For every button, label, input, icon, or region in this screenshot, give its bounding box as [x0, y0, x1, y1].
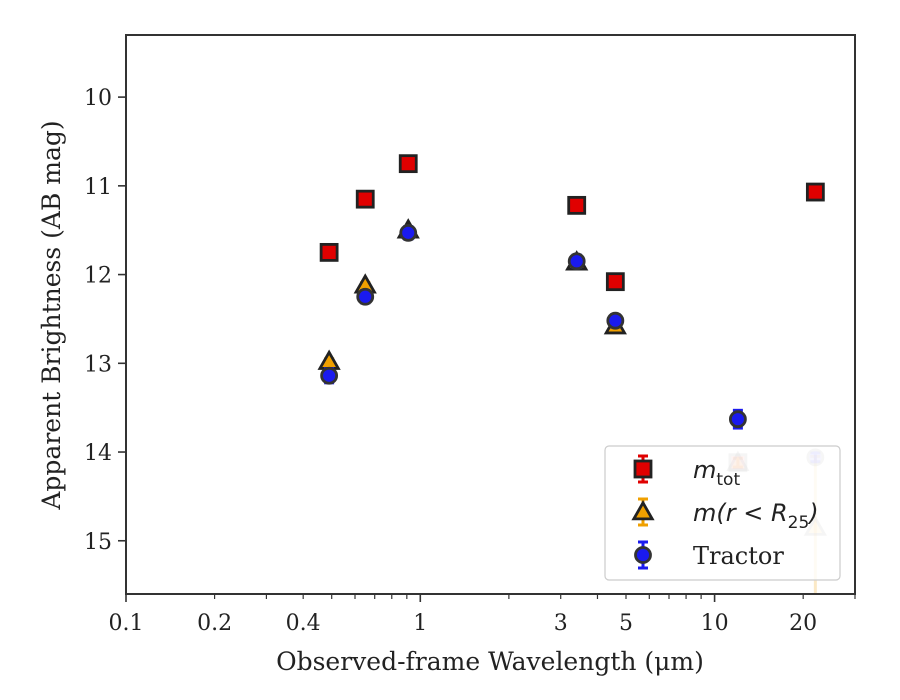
x-axis: 0.1 0.2 0.4 1 3 5 10 20	[109, 594, 856, 636]
legend-marker-triangle	[631, 499, 655, 521]
x-tick-label: 5	[619, 611, 633, 636]
series-square	[319, 154, 825, 473]
y-tick-label: 12	[84, 264, 112, 289]
y-axis-title: Apparent Brightness (AB mag)	[37, 120, 66, 510]
legend: mtot m(r < R25) Tractor	[604, 445, 841, 581]
legend-label: mtot	[693, 456, 740, 490]
x-tick-label: 1	[413, 611, 427, 636]
data-point-square	[805, 182, 825, 202]
legend-label: Tractor	[693, 542, 784, 570]
data-point-square	[355, 189, 375, 209]
x-tick-label: 0.1	[109, 611, 144, 636]
legend-box	[604, 445, 841, 581]
data-point-circle	[399, 223, 418, 242]
data-point-circle	[728, 410, 747, 429]
x-tick-label: 0.4	[286, 611, 321, 636]
data-point-circle	[320, 366, 339, 385]
x-tick-label: 20	[789, 611, 817, 636]
y-tick-label: 13	[84, 352, 112, 377]
data-point-triangle	[317, 349, 341, 370]
data-point-circle	[356, 287, 375, 306]
legend-marker-circle	[634, 546, 652, 564]
legend-marker-square	[633, 459, 653, 479]
data-point-circle	[606, 311, 625, 330]
y-axis: 10 11 12 13 14 15	[84, 86, 126, 555]
y-tick-label: 11	[84, 175, 112, 200]
data-point-square	[319, 242, 339, 262]
x-tick-label: 0.2	[197, 611, 232, 636]
x-tick-label: 3	[554, 611, 568, 636]
data-point-square	[398, 154, 418, 174]
legend-label: m(r < R25)	[693, 499, 819, 533]
series-circle	[320, 223, 825, 467]
x-axis-title: Observed-frame Wavelength (μm)	[276, 647, 704, 676]
y-tick-label: 10	[84, 86, 112, 111]
data-point-square	[605, 272, 625, 292]
y-tick-label: 14	[84, 441, 112, 466]
data-point-circle	[567, 252, 586, 271]
data-point-square	[567, 195, 587, 215]
y-tick-label: 15	[84, 530, 112, 555]
plot-frame	[125, 34, 856, 595]
x-tick-label: 10	[701, 611, 729, 636]
